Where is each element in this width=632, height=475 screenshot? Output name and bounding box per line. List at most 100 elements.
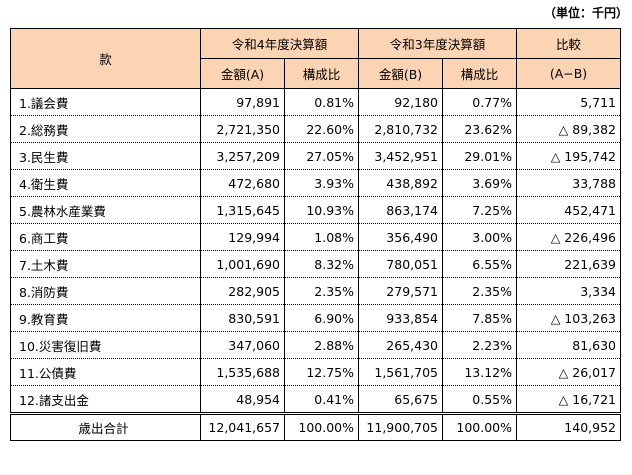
diff-cell: △ 103,263	[516, 304, 621, 332]
expenditure-table: 款 令和4年度決算額 令和3年度決算額 比較 金額(A) 構成比 金額(B) 構…	[10, 28, 621, 441]
header-row-sub: 金額(A) 構成比 金額(B) 構成比 (A−B)	[11, 58, 621, 89]
header-r4-group: 令和4年度決算額	[200, 28, 359, 59]
diff-cell: 5,711	[516, 88, 621, 116]
header-r3-amount: 金額(B)	[358, 58, 443, 89]
r4-amount-cell: 3,257,209	[200, 142, 285, 170]
r4-amount-cell: 347,060	[200, 331, 285, 359]
table-row: 3.民生費 3,257,209 27.05% 3,452,951 29.01% △ 195…	[10, 142, 621, 170]
r4-ratio-cell: 8.32%	[284, 250, 359, 278]
total-label: 歳出合計	[10, 412, 201, 441]
r3-amount-cell: 92,180	[358, 88, 443, 116]
diff-cell: △ 26,017	[516, 358, 621, 386]
unit-note: （単位：千円）	[543, 6, 628, 20]
r4-ratio-cell: 6.90%	[284, 304, 359, 332]
diff-cell: △ 89,382	[516, 115, 621, 143]
total-r3-ratio: 100.00%	[442, 412, 517, 441]
r4-ratio-cell: 12.75%	[284, 358, 359, 386]
r4-amount-cell: 97,891	[200, 88, 285, 116]
r3-ratio-cell: 0.55%	[442, 385, 517, 414]
row-label: 10.災害復旧費	[10, 331, 201, 359]
row-label: 11.公債費	[10, 358, 201, 386]
r3-amount-cell: 1,561,705	[358, 358, 443, 386]
table-row: 9.教育費 830,591 6.90% 933,854 7.85% △ 103,263	[10, 304, 621, 332]
r4-amount-cell: 48,954	[200, 385, 285, 414]
r4-ratio-cell: 27.05%	[284, 142, 359, 170]
table-row: 5.農林水産業費 1,315,645 10.93% 863,174 7.25% 452,4…	[10, 196, 621, 224]
r4-ratio-cell: 2.35%	[284, 277, 359, 305]
r4-amount-cell: 1,315,645	[200, 196, 285, 224]
r4-ratio-cell: 2.88%	[284, 331, 359, 359]
r3-ratio-cell: 6.55%	[442, 250, 517, 278]
table-row: 6.商工費 129,994 1.08% 356,490 3.00% △ 226,496	[10, 223, 621, 251]
total-r4-ratio: 100.00%	[284, 412, 359, 441]
r3-amount-cell: 65,675	[358, 385, 443, 414]
row-label: 6.商工費	[10, 223, 201, 251]
r3-ratio-cell: 23.62%	[442, 115, 517, 143]
row-label: 4.衛生費	[10, 169, 201, 197]
r3-amount-cell: 265,430	[358, 331, 443, 359]
r3-ratio-cell: 7.25%	[442, 196, 517, 224]
r3-ratio-cell: 0.77%	[442, 88, 517, 116]
r4-ratio-cell: 0.41%	[284, 385, 359, 414]
r3-amount-cell: 356,490	[358, 223, 443, 251]
r3-amount-cell: 3,452,951	[358, 142, 443, 170]
diff-cell: 3,334	[516, 277, 621, 305]
r4-ratio-cell: 3.93%	[284, 169, 359, 197]
diff-cell: △ 226,496	[516, 223, 621, 251]
r3-amount-cell: 2,810,732	[358, 115, 443, 143]
diff-cell: △ 195,742	[516, 142, 621, 170]
r3-ratio-cell: 2.35%	[442, 277, 517, 305]
table-body: 1.議会費 97,891 0.81% 92,180 0.77% 5,711 2.総務費 2,7…	[10, 88, 621, 441]
header-diff-formula: (A−B)	[516, 58, 621, 89]
row-label: 7.土木費	[10, 250, 201, 278]
r3-amount-cell: 933,854	[358, 304, 443, 332]
header-r3-group: 令和3年度決算額	[358, 28, 517, 59]
header-r4-ratio: 構成比	[284, 58, 359, 89]
header-row-top: 款 令和4年度決算額 令和3年度決算額 比較	[10, 28, 621, 89]
r3-ratio-cell: 29.01%	[442, 142, 517, 170]
row-label: 5.農林水産業費	[10, 196, 201, 224]
r4-amount-cell: 282,905	[200, 277, 285, 305]
r4-amount-cell: 129,994	[200, 223, 285, 251]
diff-cell: △ 16,721	[516, 385, 621, 414]
r3-amount-cell: 279,571	[358, 277, 443, 305]
header-r4-amount: 金額(A)	[200, 58, 285, 89]
header-r3-ratio: 構成比	[442, 58, 517, 89]
r4-amount-cell: 830,591	[200, 304, 285, 332]
row-label: 8.消防費	[10, 277, 201, 305]
r3-ratio-cell: 7.85%	[442, 304, 517, 332]
diff-cell: 33,788	[516, 169, 621, 197]
row-label: 3.民生費	[10, 142, 201, 170]
diff-cell: 452,471	[516, 196, 621, 224]
diff-cell: 81,630	[516, 331, 621, 359]
table-row: 2.総務費 2,721,350 22.60% 2,810,732 23.62% △ 89,…	[10, 115, 621, 143]
r3-ratio-cell: 3.69%	[442, 169, 517, 197]
r4-amount-cell: 1,001,690	[200, 250, 285, 278]
r4-amount-cell: 2,721,350	[200, 115, 285, 143]
header-diff-group: 比較	[516, 28, 621, 59]
header-category: 款	[10, 28, 201, 89]
table-row: 11.公債費 1,535,688 12.75% 1,561,705 13.12% △ 26…	[10, 358, 621, 386]
r3-ratio-cell: 13.12%	[442, 358, 517, 386]
r4-ratio-cell: 22.60%	[284, 115, 359, 143]
total-row: 歳出合計 12,041,657 100.00% 11,900,705 100.0…	[10, 412, 621, 441]
r4-ratio-cell: 10.93%	[284, 196, 359, 224]
table-row: 8.消防費 282,905 2.35% 279,571 2.35% 3,334	[10, 277, 621, 305]
r3-ratio-cell: 3.00%	[442, 223, 517, 251]
total-r3-amount: 11,900,705	[358, 412, 443, 441]
total-diff: 140,952	[516, 412, 621, 441]
table-row: 12.諸支出金 48,954 0.41% 65,675 0.55% △ 16,721	[10, 385, 621, 414]
r3-amount-cell: 438,892	[358, 169, 443, 197]
r4-amount-cell: 1,535,688	[200, 358, 285, 386]
r4-ratio-cell: 1.08%	[284, 223, 359, 251]
r3-amount-cell: 863,174	[358, 196, 443, 224]
total-r4-amount: 12,041,657	[200, 412, 285, 441]
diff-cell: 221,639	[516, 250, 621, 278]
r3-amount-cell: 780,051	[358, 250, 443, 278]
r4-amount-cell: 472,680	[200, 169, 285, 197]
table-row: 1.議会費 97,891 0.81% 92,180 0.77% 5,711	[10, 88, 621, 116]
table-row: 10.災害復旧費 347,060 2.88% 265,430 2.23% 81,630	[10, 331, 621, 359]
row-label: 9.教育費	[10, 304, 201, 332]
r3-ratio-cell: 2.23%	[442, 331, 517, 359]
row-label: 1.議会費	[10, 88, 201, 116]
